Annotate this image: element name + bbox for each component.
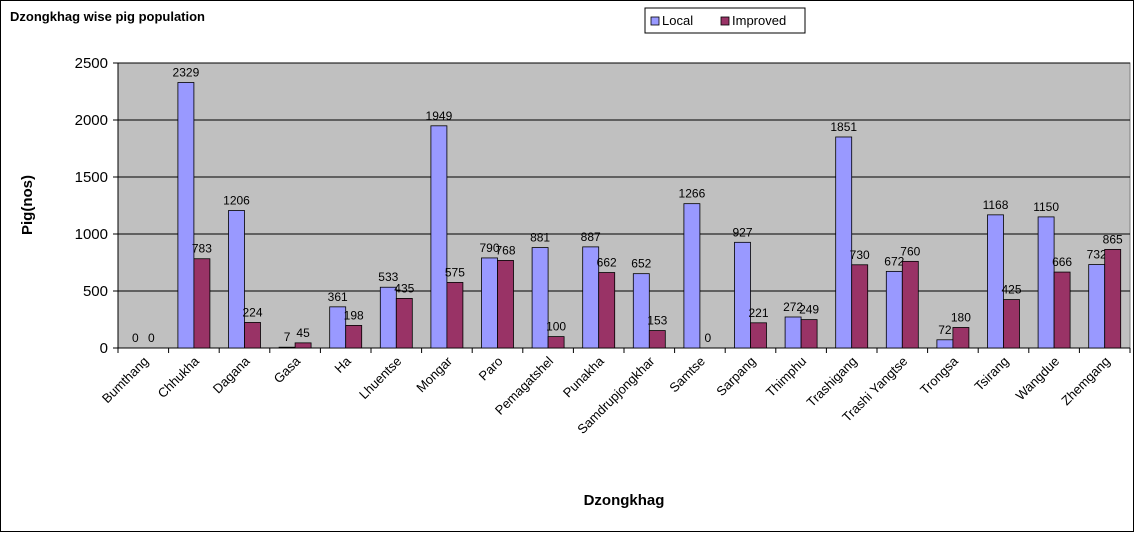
- bar-local: [177, 82, 195, 349]
- data-label-improved: 768: [495, 243, 515, 257]
- legend-label-local: Local: [662, 13, 693, 28]
- bar-improved: [294, 342, 312, 349]
- bar-improved: [901, 260, 919, 349]
- data-label-improved: 865: [1103, 232, 1123, 246]
- bar-local: [1088, 264, 1106, 349]
- data-label-local: 1851: [830, 120, 857, 134]
- data-label-local: 1168: [983, 198, 1009, 212]
- data-label-improved: 224: [242, 305, 262, 319]
- y-axis-title: Pig(nos): [19, 175, 36, 235]
- x-axis-title: Dzongkhag: [584, 492, 665, 509]
- y-tick-label: 2000: [75, 112, 108, 129]
- y-tick-label: 2500: [75, 55, 108, 72]
- bar-local: [835, 136, 853, 349]
- bar-improved: [800, 319, 818, 349]
- bar-improved: [1104, 248, 1122, 349]
- data-label-local: 1150: [1033, 200, 1059, 214]
- bar-local: [784, 316, 802, 349]
- data-label-improved: 180: [951, 310, 971, 324]
- data-label-improved: 0: [705, 331, 712, 345]
- data-label-improved: 45: [296, 326, 310, 340]
- bar-improved: [952, 327, 970, 349]
- data-label-improved: 575: [445, 265, 465, 279]
- data-label-improved: 662: [597, 256, 617, 270]
- data-label-local: 72: [938, 323, 952, 337]
- bar-local: [379, 286, 397, 349]
- bar-improved: [648, 330, 666, 349]
- y-tick-label: 500: [83, 283, 108, 300]
- data-label-local: 732: [1087, 248, 1107, 262]
- data-label-local: 1266: [679, 187, 706, 201]
- data-label-improved: 0: [148, 331, 155, 345]
- bar-local: [632, 273, 650, 349]
- bar-improved: [345, 325, 363, 349]
- bar-improved: [547, 336, 565, 349]
- bar-improved: [193, 258, 211, 349]
- chart-title: Dzongkhag wise pig population: [10, 9, 205, 24]
- data-label-improved: 153: [647, 314, 667, 328]
- data-label-improved: 666: [1052, 255, 1072, 269]
- bar-improved: [446, 282, 464, 349]
- bar-improved: [1003, 299, 1020, 349]
- bar-local: [481, 257, 498, 349]
- data-label-improved: 249: [799, 303, 819, 317]
- bar-local: [987, 214, 1004, 349]
- bar-local: [734, 241, 751, 349]
- bar-local: [278, 346, 296, 349]
- data-label-local: 887: [581, 230, 601, 244]
- data-label-local: 361: [328, 290, 348, 304]
- bar-improved: [395, 298, 413, 349]
- data-label-improved: 221: [748, 306, 768, 320]
- data-label-improved: 425: [1001, 283, 1021, 297]
- legend: Local Improved: [644, 7, 806, 34]
- data-label-local: 927: [732, 225, 752, 239]
- plot-background: [117, 62, 1131, 349]
- data-label-local: 881: [530, 231, 550, 245]
- bar-local: [430, 125, 448, 349]
- data-label-local: 0: [132, 331, 139, 345]
- data-label-improved: 435: [394, 281, 414, 295]
- data-label-local: 7: [284, 330, 291, 344]
- bar-improved: [750, 322, 767, 349]
- bar-improved: [598, 272, 616, 349]
- data-label-improved: 730: [850, 248, 870, 262]
- bar-local: [228, 210, 245, 349]
- data-label-improved: 783: [192, 242, 212, 256]
- data-label-local: 272: [783, 300, 803, 314]
- data-label-local: 672: [884, 254, 904, 268]
- data-label-improved: 100: [546, 320, 566, 334]
- legend-swatch-local: [650, 16, 660, 26]
- data-label-improved: 760: [900, 244, 920, 258]
- data-label-local: 1949: [426, 109, 453, 123]
- bar-local: [531, 247, 549, 349]
- y-tick-label: 1000: [75, 226, 108, 243]
- bar-local: [1037, 216, 1055, 349]
- data-label-improved: 198: [344, 308, 364, 322]
- bar-improved: [497, 260, 514, 349]
- data-label-local: 2329: [173, 65, 200, 79]
- data-label-local: 533: [378, 270, 398, 284]
- bar-improved: [1053, 271, 1071, 349]
- bar-improved: [244, 322, 261, 349]
- bar-improved: [851, 264, 869, 349]
- y-tick-label: 1500: [75, 169, 108, 186]
- data-label-local: 790: [479, 241, 499, 255]
- data-label-local: 1206: [223, 194, 250, 208]
- bar-local: [683, 203, 701, 349]
- bar-local: [936, 339, 954, 349]
- y-tick-label: 0: [100, 340, 108, 357]
- legend-label-improved: Improved: [732, 13, 786, 28]
- data-label-local: 652: [631, 257, 651, 271]
- legend-swatch-improved: [720, 16, 730, 26]
- bar-local: [885, 270, 903, 349]
